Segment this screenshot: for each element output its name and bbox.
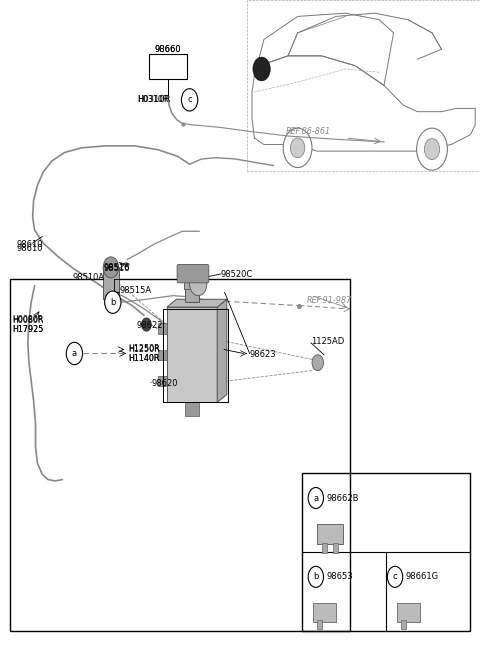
Text: c: c [187,95,192,104]
Bar [302,473,470,631]
Bar [158,323,167,334]
Text: a: a [313,493,318,503]
Bar [317,620,322,629]
Text: 98660: 98660 [155,45,181,55]
Text: H17925: H17925 [12,325,43,334]
Text: 98653: 98653 [326,572,353,581]
Text: 98516: 98516 [103,263,130,272]
Text: 98623: 98623 [250,350,276,359]
Circle shape [283,128,312,168]
Bar [158,350,167,360]
Circle shape [308,566,324,587]
Text: H1250R: H1250R [129,345,160,354]
Circle shape [105,291,121,313]
Bar [185,402,199,416]
Text: REF.86-861: REF.86-861 [286,127,331,136]
Bar [397,603,420,622]
Text: b: b [313,572,319,581]
Polygon shape [217,300,227,402]
Text: 98622: 98622 [137,321,163,330]
Text: H1250R: H1250R [129,344,160,353]
Bar [167,307,217,402]
Circle shape [66,342,83,365]
Text: c: c [393,572,397,581]
Circle shape [312,355,324,371]
Text: 98520C: 98520C [221,270,253,279]
Bar [317,524,343,544]
FancyBboxPatch shape [177,265,209,283]
Text: b: b [110,298,116,307]
Text: 1125AD: 1125AD [311,337,344,346]
Text: a: a [72,349,77,358]
Bar [247,0,480,171]
Bar [184,281,195,289]
Text: 98516: 98516 [103,263,130,273]
Bar [333,543,338,553]
Text: 98660: 98660 [155,45,181,55]
Text: 98610: 98610 [17,240,43,249]
Circle shape [181,89,198,111]
Circle shape [103,257,119,278]
Text: 98515A: 98515A [120,286,152,295]
Bar [103,267,119,299]
Text: 98661G: 98661G [406,572,439,581]
Bar [313,603,336,622]
Text: H1140R: H1140R [129,353,160,363]
Text: 98510A: 98510A [73,273,105,282]
Circle shape [417,128,447,170]
Circle shape [253,57,270,81]
Polygon shape [167,300,227,307]
Bar [401,620,406,629]
Text: H0310R: H0310R [137,95,168,104]
Text: 98662B: 98662B [326,493,359,503]
Bar [158,376,167,386]
Text: REF.91-987: REF.91-987 [307,296,352,305]
Text: H17925: H17925 [12,325,43,334]
Text: 98620: 98620 [151,379,178,388]
Bar [322,543,327,553]
Text: 98610: 98610 [17,244,43,253]
Circle shape [290,138,305,158]
Text: H1140R: H1140R [129,354,160,363]
Text: H0080R: H0080R [12,315,43,325]
Bar [149,54,187,79]
Circle shape [142,318,151,331]
Text: H0080R: H0080R [12,316,43,325]
Circle shape [308,487,324,509]
Circle shape [387,566,403,587]
Bar [10,279,350,631]
Circle shape [190,272,207,296]
Bar [185,288,199,302]
Text: H0310R: H0310R [137,95,170,104]
Circle shape [424,139,440,160]
